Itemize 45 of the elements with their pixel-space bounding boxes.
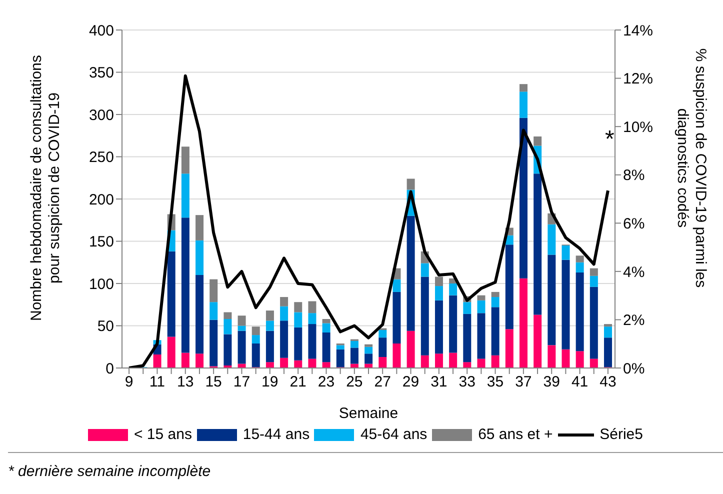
x-tick-label: 19 <box>262 374 278 391</box>
y2-tick-label: 12% <box>623 70 654 88</box>
y-tick-label: 150 <box>88 234 114 251</box>
legend-label: Série5 <box>600 426 643 443</box>
x-tick-label: 25 <box>346 374 363 391</box>
x-tick-label: 17 <box>233 374 250 391</box>
y-tick-label: 350 <box>88 64 114 82</box>
y2-tick-label: 10% <box>623 118 654 136</box>
x-tick-label: 15 <box>205 374 222 391</box>
x-tick-label: 13 <box>177 374 194 391</box>
y2-axis-title: % suspicion de COVID-19 parmi les diagnostics codés <box>674 48 709 288</box>
y-tick-label: 100 <box>88 276 114 293</box>
legend-label: 15-44 ans <box>242 426 310 443</box>
y-tick-label: 0 <box>106 360 114 378</box>
x-tick-label: 23 <box>318 374 335 391</box>
x-axis-title: Semaine <box>338 405 398 422</box>
y-tick-label: 400 <box>88 22 114 40</box>
y2-tick-label: 8% <box>623 167 645 184</box>
x-tick-label: 33 <box>458 374 476 391</box>
y-tick-label: 300 <box>88 106 114 124</box>
text: * dernière semaine incomplète <box>8 463 212 480</box>
legend-label: < 15 ans <box>134 426 192 443</box>
y2-tick-label: 0% <box>623 360 645 378</box>
x-tick-label: 29 <box>402 374 420 391</box>
y2-tick-label: 2% <box>623 312 645 330</box>
legend-label: 45-64 ans <box>360 426 428 443</box>
y-tick-label: 250 <box>88 149 114 166</box>
y-tick-label: 50 <box>97 318 114 336</box>
x-tick-label: 39 <box>543 374 560 391</box>
x-tick-label: 9 <box>124 374 134 391</box>
y-tick-label: 200 <box>88 191 114 208</box>
x-tick-label: 21 <box>290 374 306 391</box>
y2-tick-label: 4% <box>623 264 645 281</box>
annotation: * <box>605 126 614 154</box>
x-tick-label: 35 <box>486 374 504 391</box>
x-tick-label: 27 <box>374 374 391 391</box>
y-axis-title: Nombre hebdomadaire de consultations pour suspicion de COVID-19 <box>28 55 63 321</box>
x-tick-label: 37 <box>515 374 532 391</box>
x-tick-label: 41 <box>571 374 588 391</box>
x-tick-label: 43 <box>600 374 616 391</box>
x-tick-label: 11 <box>149 374 166 391</box>
y2-tick-label: 6% <box>623 215 645 232</box>
x-tick-label: 31 <box>430 374 448 391</box>
y2-tick-label: 14% <box>623 22 654 40</box>
legend-label: 65 ans et + <box>478 426 553 443</box>
